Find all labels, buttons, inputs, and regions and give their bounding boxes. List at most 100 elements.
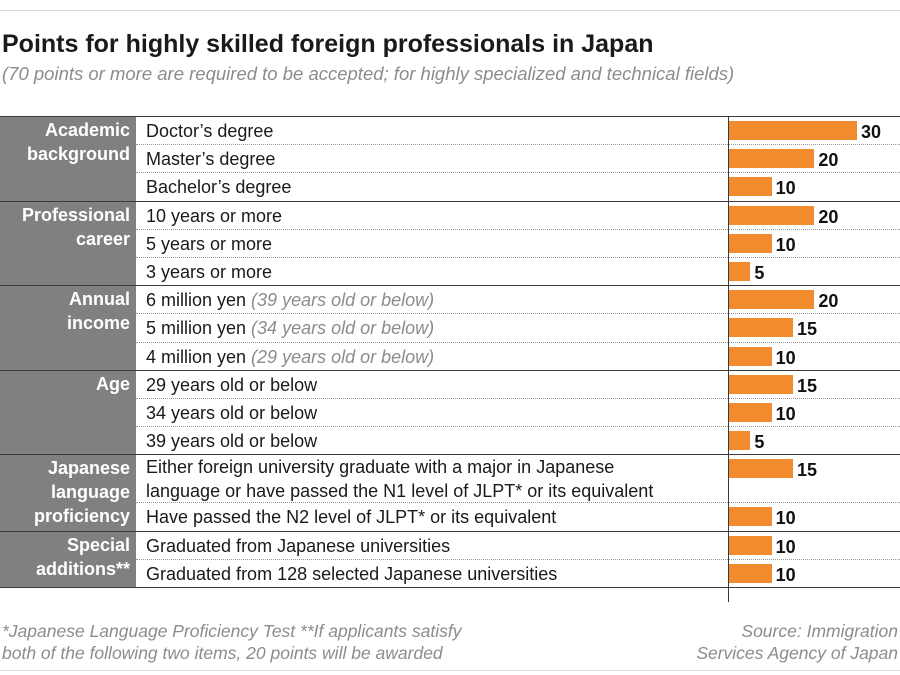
category-label-line: income <box>66 313 130 334</box>
data-label: 15 <box>797 319 818 340</box>
bar <box>729 563 772 583</box>
group-separator <box>0 454 900 456</box>
row-label: 5 years or more <box>146 230 272 258</box>
chart-subtitle: (70 points or more are required to be ac… <box>2 63 735 84</box>
row-label-text: 10 years or more <box>146 205 283 226</box>
data-label: 5 <box>754 432 765 453</box>
data-label: 20 <box>818 150 839 171</box>
data-label: 30 <box>861 122 882 142</box>
row-label-text: 5 million yen <box>146 318 247 339</box>
category-label: Special additions** <box>0 531 136 587</box>
row-divider <box>136 426 900 428</box>
row-label: 10 years or more <box>146 202 282 230</box>
category-label-line: Academic <box>44 120 130 140</box>
row-divider <box>136 398 900 399</box>
data-label: 15 <box>797 460 818 481</box>
data-label: 10 <box>775 178 796 199</box>
row-label-text: Bachelor’s degree <box>146 177 292 198</box>
bar <box>729 149 815 169</box>
row-label: 34 years old or below <box>146 399 317 427</box>
data-label: 5 <box>754 263 765 283</box>
bar <box>729 318 793 338</box>
top-rule <box>0 10 900 11</box>
bar <box>729 205 815 225</box>
row-label-text-line-2: language or have passed the N1 level of … <box>146 481 654 502</box>
row-label: Have passed the N2 level of JLPT* or its… <box>146 503 556 531</box>
bar <box>729 431 751 451</box>
data-label: 20 <box>818 291 839 312</box>
axis-line <box>728 116 729 602</box>
category-label: Annual income <box>0 286 136 370</box>
category-label-line: Special <box>66 534 130 555</box>
source-line-2: Services Agency of Japan <box>696 643 898 663</box>
row-divider <box>136 313 900 315</box>
row-label-text: 34 years old or below <box>146 403 318 423</box>
row-label: 5 million yen (34 years old or below) <box>146 314 434 342</box>
data-label: 10 <box>775 508 796 529</box>
data-label: 10 <box>775 536 796 557</box>
row-divider <box>136 558 900 560</box>
source-line-1: Source: Immigration <box>741 621 898 641</box>
category-label-line: Annual <box>69 289 130 310</box>
row-label-text: 39 years old or below <box>146 431 318 452</box>
bar <box>729 535 772 555</box>
category-label-line: background <box>26 144 130 164</box>
bar <box>729 290 815 310</box>
row-label-text: Doctor’s degree <box>146 121 274 141</box>
row-label: 4 million yen (29 years old or below) <box>146 343 434 371</box>
bottom-rule <box>0 670 900 671</box>
category-label-line: additions** <box>35 558 130 579</box>
footnote-line-2: both of the following two items, 20 poin… <box>2 643 443 663</box>
chart-title: Points for highly skilled foreign profes… <box>2 30 654 58</box>
bar <box>729 374 793 394</box>
row-label-text: 6 million yen <box>146 290 247 311</box>
category-label-line: Age <box>95 373 130 394</box>
row-label-text: Either foreign university graduate with … <box>146 457 615 478</box>
row-label: Bachelor’s degree <box>146 173 291 201</box>
row-divider <box>136 228 900 230</box>
bar <box>729 262 751 281</box>
category-label: Academic background <box>0 117 136 201</box>
row-label-text: 4 million yen <box>146 346 247 367</box>
row-label: Doctor’s degree <box>146 117 273 145</box>
row-label-text: Have passed the N2 level of JLPT* or its… <box>146 507 557 528</box>
data-label: 10 <box>775 404 796 424</box>
group-separator <box>0 116 900 117</box>
row-divider <box>136 172 900 174</box>
row-label: 3 years or more <box>146 258 272 286</box>
group-separator <box>0 369 900 371</box>
row-label-note: (34 years old or below) <box>246 318 435 339</box>
footnote: *Japanese Language Proficiency Test **If… <box>2 620 462 664</box>
category-label: Japanese language proficiency <box>0 455 136 531</box>
row-label: 39 years old or below <box>146 427 317 455</box>
source-note: Source: Immigration Services Agency of J… <box>696 620 898 664</box>
row-divider <box>136 257 900 258</box>
category-label-line: language <box>50 482 130 503</box>
bar <box>729 459 793 479</box>
category-label: Professional career <box>0 201 136 286</box>
bar <box>729 403 772 422</box>
row-divider <box>136 341 900 343</box>
bar <box>729 177 772 197</box>
group-separator <box>0 587 900 588</box>
category-label-line: Japanese <box>47 458 130 479</box>
footnote-line-1: *Japanese Language Proficiency Test **If… <box>2 621 462 641</box>
row-label-note: (39 years old or below) <box>246 290 435 311</box>
category-label: Age <box>0 370 136 455</box>
row-label-text: Graduated from 128 selected Japanese uni… <box>146 563 558 584</box>
row-label: Either foreign university graduate with … <box>146 455 653 503</box>
row-label-text: 3 years or more <box>146 262 273 282</box>
row-label-note: (29 years old or below) <box>246 346 435 367</box>
row-label-text: 29 years old or below <box>146 374 318 395</box>
bar <box>729 233 772 253</box>
row-label: 29 years old or below <box>146 371 317 399</box>
row-divider <box>136 144 900 146</box>
category-label-line: Professional <box>21 204 130 225</box>
row-label: Graduated from Japanese universities <box>146 532 450 560</box>
data-label: 10 <box>775 347 796 368</box>
data-label: 15 <box>797 375 818 396</box>
bar <box>729 121 857 140</box>
group-separator <box>0 285 900 287</box>
category-label-line: career <box>75 228 130 249</box>
